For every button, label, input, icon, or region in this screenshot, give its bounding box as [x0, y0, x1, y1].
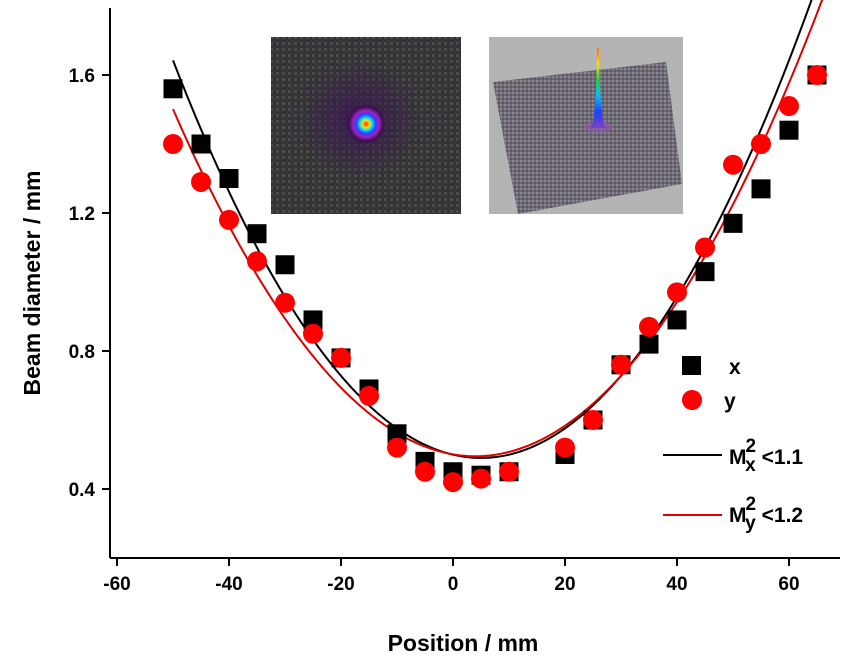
data-points	[163, 65, 827, 493]
data-point-y	[807, 65, 827, 85]
data-point-y	[163, 134, 183, 154]
data-point-y	[611, 354, 631, 375]
fit-curve-My2	[172, 0, 824, 458]
x-tick-label: 0	[448, 574, 459, 595]
axes	[109, 8, 840, 559]
data-point-y	[415, 461, 435, 482]
data-point-x	[219, 169, 239, 188]
data-point-x	[303, 310, 323, 330]
y-tick-label: 1.2	[69, 204, 95, 225]
y-axis-title: Beam diameter / mm	[19, 171, 45, 396]
data-point-y	[779, 96, 799, 117]
beam-profile-3d-image	[489, 37, 683, 214]
data-point-x	[275, 255, 295, 275]
data-point-y	[191, 171, 211, 192]
data-point-x	[387, 424, 407, 444]
x-tick-label: -20	[327, 574, 354, 595]
data-point-y	[499, 461, 519, 482]
x-tick-label: 40	[666, 574, 687, 595]
legend: x y M2 x <1.1 M2 y <1.2	[663, 356, 803, 534]
x-tick-label: 60	[778, 574, 799, 595]
y-tick-label: 0.8	[69, 342, 95, 363]
data-point-y	[751, 134, 771, 154]
data-point-y	[723, 154, 743, 175]
x-tick-label: -60	[103, 574, 130, 595]
data-point-y	[219, 209, 239, 230]
data-point-y	[331, 347, 351, 368]
x-tick-label: 20	[554, 574, 575, 595]
data-point-x	[667, 310, 687, 330]
beam-profile-2d-image	[271, 37, 461, 214]
beam-spot-icon	[346, 104, 386, 144]
data-point-x	[163, 79, 183, 99]
data-point-y	[275, 292, 295, 313]
data-point-x	[751, 179, 771, 199]
y-tick-label: 0.4	[69, 480, 96, 501]
data-point-y	[555, 437, 575, 458]
x-axis-title: Position / mm	[388, 630, 539, 656]
data-point-y	[443, 472, 463, 493]
data-point-y	[247, 251, 267, 272]
data-point-y	[667, 282, 687, 303]
data-point-y	[303, 323, 323, 344]
x-tick-label: -40	[215, 574, 242, 595]
legend-marker-x	[682, 356, 701, 375]
legend-marker-y	[682, 390, 702, 410]
beam-3d-peak-icon	[590, 47, 606, 128]
data-point-x	[723, 213, 743, 233]
data-point-y	[387, 437, 407, 458]
legend-label-mx: M2 x <1.1	[729, 436, 803, 476]
data-point-y	[583, 410, 603, 430]
data-point-x	[191, 134, 211, 154]
data-point-x	[695, 262, 715, 282]
legend-label-y: y	[724, 390, 736, 413]
data-point-y	[471, 468, 491, 489]
data-point-y	[359, 385, 379, 406]
legend-label-my: M2 y <1.2	[729, 494, 803, 534]
data-point-y	[695, 237, 715, 258]
data-point-x	[639, 334, 659, 354]
data-point-y	[639, 316, 659, 337]
data-point-x	[247, 224, 267, 244]
ticks: -60 -40 -20 0 20 40 60 0.4 0.8 1.2 1.6	[69, 66, 800, 595]
data-point-x	[779, 120, 799, 140]
legend-label-x: x	[729, 356, 741, 379]
y-tick-label: 1.6	[69, 66, 95, 87]
